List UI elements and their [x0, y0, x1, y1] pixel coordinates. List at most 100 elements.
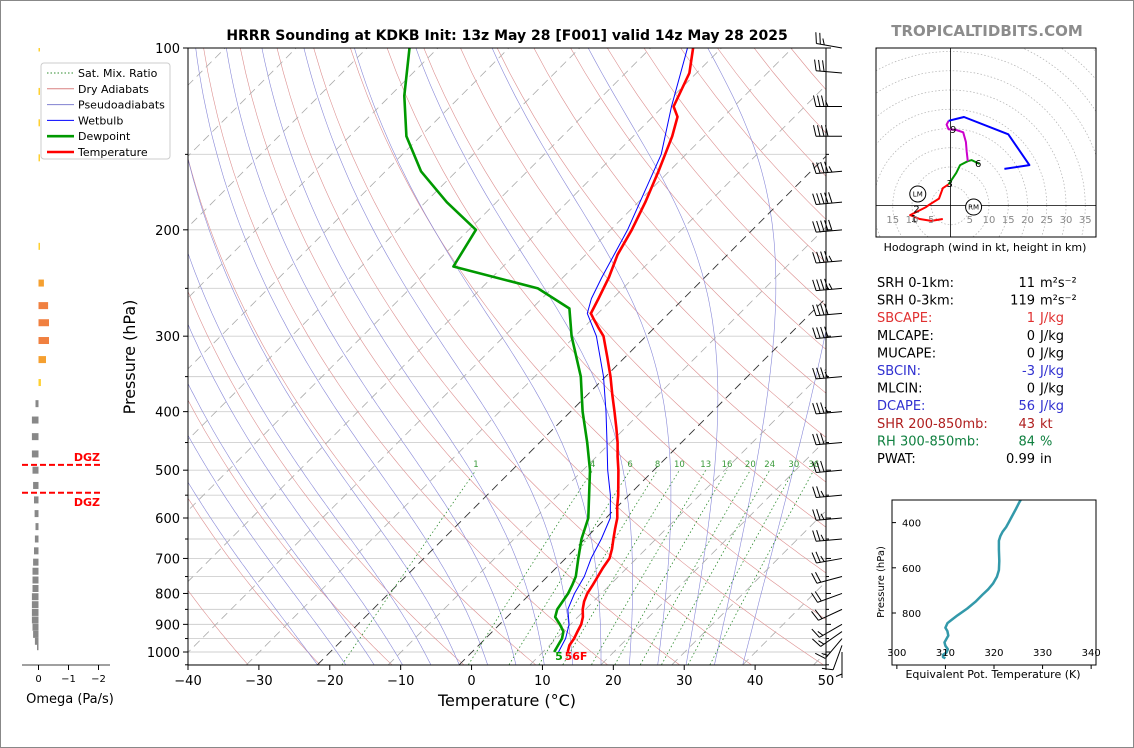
theta-e-profile — [941, 500, 1022, 660]
dewpoint-profile — [403, 48, 592, 653]
barb-feather — [812, 162, 817, 174]
barb-feather — [812, 403, 817, 415]
dry-adiabat — [460, 48, 826, 483]
barb-feather — [820, 460, 825, 472]
barb-staff — [816, 376, 843, 380]
theta-e-panel: 300 310 320 330 340 400 600 800 Equivalent Pot.… — [876, 499, 1101, 681]
dry-adiabat — [423, 48, 826, 528]
storm-motion-label: LM — [913, 190, 923, 198]
y-tick-label: 100 — [155, 42, 180, 57]
omega-bar — [32, 567, 39, 575]
mixing-ratio-line — [562, 469, 680, 665]
wind-barb — [815, 638, 843, 659]
barb-staff — [816, 229, 843, 233]
pseudoadiabat — [188, 323, 403, 665]
omega-bar — [32, 466, 39, 474]
theta-y-tick-label: 800 — [902, 609, 921, 620]
barb-feather — [812, 221, 817, 233]
legend: Sat. Mix. Ratio Dry Adiabats Pseudoadiabat… — [40, 62, 171, 160]
barb-feather — [820, 534, 825, 541]
barb-feather — [818, 59, 821, 72]
hodograph-trace — [945, 120, 969, 162]
wind-barb — [813, 95, 842, 108]
x-tick-label: 20 — [605, 674, 622, 689]
omega-tick-label: −1 — [61, 674, 76, 685]
legend-label: Temperature — [77, 146, 148, 159]
mixing-ratio-line — [639, 470, 751, 665]
dry-adiabat — [350, 48, 826, 620]
omega-bar — [31, 601, 39, 609]
omega-bar — [32, 585, 39, 593]
barb-feather — [816, 367, 821, 379]
wind-barb — [812, 192, 843, 205]
omega-bar — [33, 630, 39, 638]
isotherm — [317, 155, 826, 665]
dry-adiabat — [570, 48, 826, 350]
mixing-ratio-line — [538, 469, 658, 665]
dry-adiabat — [240, 48, 680, 665]
barb-feather — [816, 530, 821, 542]
barb-feather — [816, 162, 821, 174]
hodograph-ring-label: 5 — [928, 215, 934, 226]
x-tick-label: 0 — [467, 674, 475, 689]
dry-adiabat — [386, 48, 826, 574]
barb-feather — [815, 551, 821, 563]
index-unit: J/kg — [1039, 382, 1064, 397]
dgz-label: DGZ — [74, 451, 100, 464]
omega-bar — [35, 400, 39, 408]
dry-adiabat — [188, 399, 393, 665]
barb-feather — [820, 220, 825, 232]
omega-bar — [31, 450, 39, 458]
barb-feather — [816, 251, 821, 263]
barb-feather — [828, 166, 833, 173]
surface-temperature-label: 56F — [565, 650, 588, 663]
index-value: -3 — [1022, 364, 1035, 379]
barb-feather — [820, 251, 825, 263]
storm-motion-marker — [909, 185, 927, 203]
hodograph-height-label: 1 — [911, 214, 917, 225]
dry-adiabat — [188, 290, 464, 665]
barb-staff — [816, 469, 843, 473]
omega-tick-label: −2 — [91, 674, 106, 685]
x-tick-label: 30 — [676, 674, 693, 689]
theta-x-tick-label: 330 — [1033, 648, 1052, 659]
wind-barb — [812, 530, 843, 542]
barb-staff — [816, 201, 843, 205]
barb-feather — [812, 530, 817, 542]
isotherm — [458, 297, 826, 665]
index-label: SBCIN: — [877, 364, 921, 379]
omega-bar — [34, 637, 39, 645]
index-value: 0 — [1027, 346, 1035, 361]
wind-barb — [812, 251, 843, 264]
barb-feather — [824, 278, 829, 290]
barb-feather — [812, 433, 817, 445]
dry-adiabat — [607, 48, 826, 307]
wind-barb — [814, 59, 843, 74]
barb-feather — [824, 161, 829, 173]
omega-bar — [38, 279, 44, 287]
barb-feather — [814, 59, 817, 71]
barb-feather — [820, 490, 825, 497]
chart-title: HRRR Sounding at KDKB Init: 13z May 28 [… — [226, 28, 787, 44]
mixing-ratio-label: 8 — [655, 460, 660, 470]
index-value: 1 — [1027, 311, 1035, 326]
pseudoadiabat — [707, 48, 777, 665]
index-label: SBCAPE: — [877, 311, 932, 326]
wetbulb-profile — [558, 48, 688, 653]
hodograph-ring-label: 25 — [1040, 215, 1053, 226]
index-label: MLCAPE: — [877, 329, 934, 344]
barb-feather — [812, 638, 822, 647]
legend-label: Sat. Mix. Ratio — [78, 67, 158, 80]
omega-bar — [38, 302, 49, 310]
omega-bar — [38, 119, 40, 127]
y-tick-label: 400 — [155, 406, 180, 421]
barb-staff — [816, 494, 843, 498]
barb-feather — [811, 552, 817, 564]
index-value: 56 — [1018, 399, 1035, 414]
theta-e-x-label: Equivalent Pot. Temperature (K) — [905, 668, 1080, 681]
barb-feather — [820, 161, 825, 174]
hodograph-trace — [948, 116, 1031, 170]
isotherm — [600, 439, 826, 665]
pseudoadiabat — [188, 481, 318, 665]
